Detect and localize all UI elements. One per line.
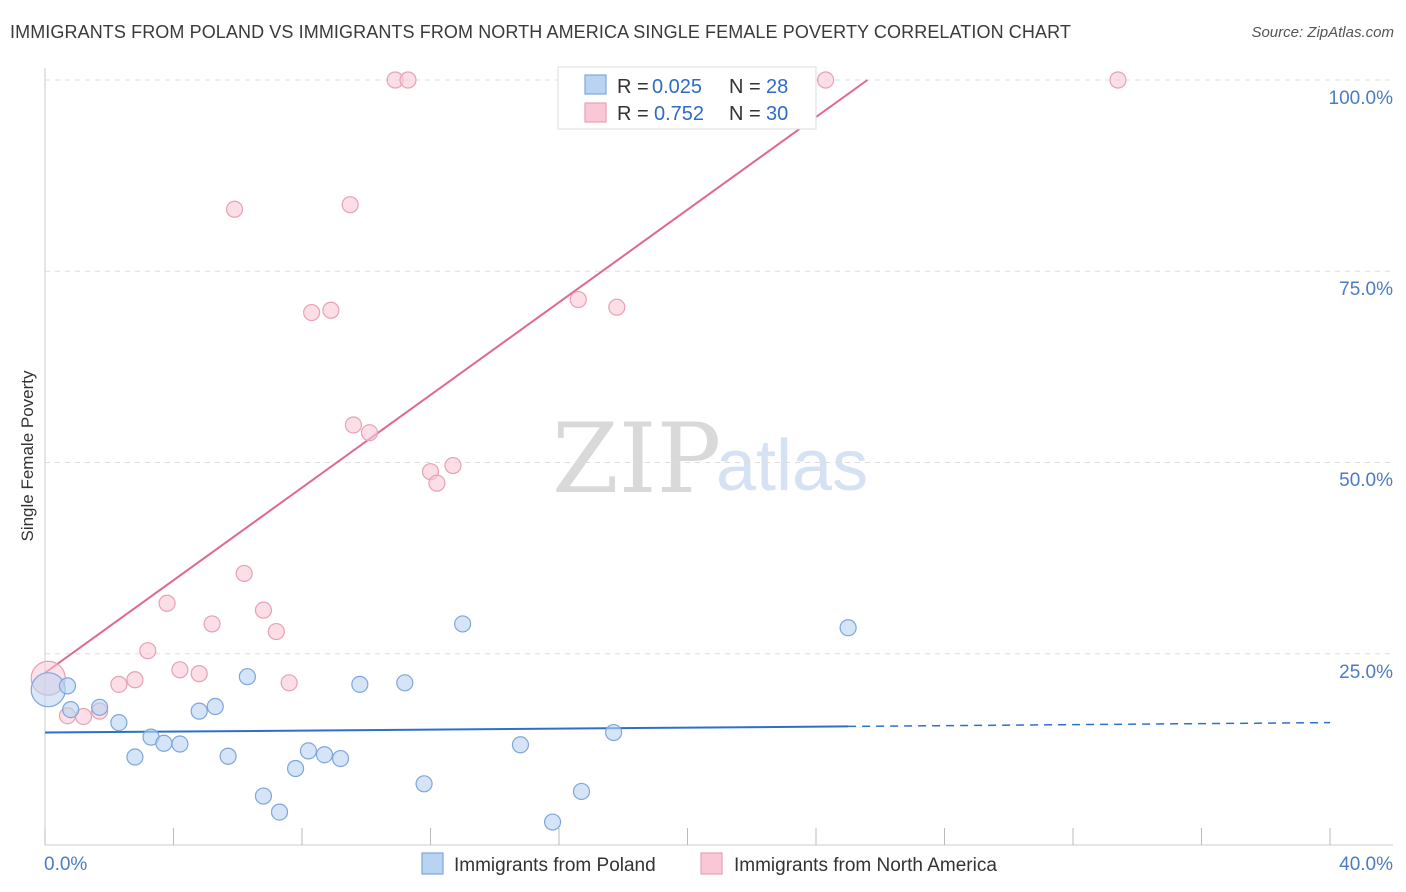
point-poland-1 [58, 677, 77, 695]
point-na-12 [235, 564, 253, 583]
legend-swatch-na [584, 102, 607, 123]
point-na-6 [139, 642, 157, 660]
bottom-legend-swatch-na [700, 852, 723, 875]
y-tick-label-25: 25.0% [1339, 662, 1393, 683]
point-poland-20 [396, 674, 414, 692]
point-na-9 [190, 665, 208, 683]
point-na-27 [608, 298, 626, 316]
x-tick-label-max: 40.0% [1339, 854, 1393, 875]
point-poland-8 [171, 735, 189, 753]
point-poland-10 [206, 697, 224, 716]
legend-r-label-poland: R = [617, 76, 649, 98]
point-poland-14 [270, 803, 289, 821]
watermark-zip: ZIP [552, 403, 721, 515]
point-na-15 [280, 674, 298, 692]
x-tick-label-min: 0.0% [44, 854, 87, 875]
point-na-5 [126, 671, 144, 689]
axes [44, 68, 1393, 846]
chart-title: IMMIGRANTS FROM POLAND VS IMMIGRANTS FRO… [10, 22, 1071, 42]
watermark-atlas: atlas [716, 426, 868, 506]
point-na-10 [203, 615, 221, 633]
y-tick-label-100: 100.0% [1329, 88, 1394, 109]
source-credit: Source: ZipAtlas.com [1251, 24, 1394, 41]
point-poland-12 [238, 668, 256, 686]
legend-r-value-na: 0.752 [654, 103, 704, 125]
point-na-22 [399, 71, 417, 89]
point-poland-15 [286, 759, 305, 778]
bottom-legend-label-na: Immigrants from North America [734, 855, 997, 876]
trend-line-na [44, 79, 868, 674]
point-na-29 [1109, 71, 1127, 89]
stats-legend: R = 0.025 N = 28 R = 0.752 N = 30 [557, 66, 817, 130]
point-poland-23 [511, 736, 530, 754]
point-na-7 [158, 594, 176, 612]
point-poland-25 [572, 782, 591, 801]
point-poland-18 [331, 749, 350, 768]
point-poland-16 [299, 742, 318, 760]
trend-lines [44, 79, 1331, 734]
trend-line-extension-poland [848, 721, 1331, 728]
point-na-19 [344, 416, 362, 434]
legend-n-value-poland: 28 [766, 76, 788, 98]
data-points [30, 71, 1127, 831]
point-na-8 [171, 661, 189, 679]
point-na-11 [225, 200, 244, 218]
point-na-25 [444, 456, 462, 475]
point-poland-24 [543, 813, 562, 831]
trend-line-poland [44, 725, 849, 734]
point-poland-9 [190, 702, 208, 720]
point-poland-3 [91, 698, 109, 716]
legend-r-label-na: R = [617, 103, 649, 125]
y-tick-labels: 100.0% 75.0% 50.0% 25.0% [1329, 88, 1394, 683]
legend-swatch-poland [584, 74, 607, 95]
legend-n-value-na: 30 [766, 103, 788, 125]
point-poland-26 [605, 723, 623, 742]
point-na-26 [569, 290, 587, 309]
point-na-13 [254, 601, 273, 619]
legend-n-label-na: N = [729, 103, 761, 125]
bottom-legend-swatch-poland [421, 852, 444, 875]
bottom-legend-label-poland: Immigrants from Poland [454, 855, 656, 876]
point-poland-5 [126, 748, 144, 766]
point-na-20 [360, 424, 379, 442]
point-poland-22 [454, 615, 472, 633]
point-na-4 [110, 675, 128, 693]
point-poland-19 [351, 675, 369, 693]
y-tick-label-75: 75.0% [1339, 279, 1393, 300]
point-poland-2 [62, 700, 80, 719]
point-na-14 [267, 622, 285, 641]
point-na-24 [428, 474, 446, 492]
point-poland-21 [415, 775, 433, 793]
legend-r-value-poland: 0.025 [652, 76, 702, 98]
point-poland-17 [315, 746, 334, 764]
y-axis-label: Single Female Poverty [18, 370, 37, 542]
point-poland-13 [254, 787, 273, 805]
legend-n-label-poland: N = [729, 76, 761, 98]
point-na-28 [817, 71, 835, 89]
point-poland-11 [219, 747, 237, 765]
grid-lines [45, 79, 1393, 655]
point-na-16 [303, 303, 321, 322]
point-poland-7 [155, 734, 173, 752]
y-tick-label-50: 50.0% [1339, 470, 1393, 491]
point-na-18 [341, 196, 359, 214]
series-legend: Immigrants from Poland Immigrants from N… [421, 852, 997, 876]
point-na-17 [322, 301, 340, 319]
point-poland-4 [110, 713, 128, 732]
point-poland-27 [839, 619, 857, 637]
